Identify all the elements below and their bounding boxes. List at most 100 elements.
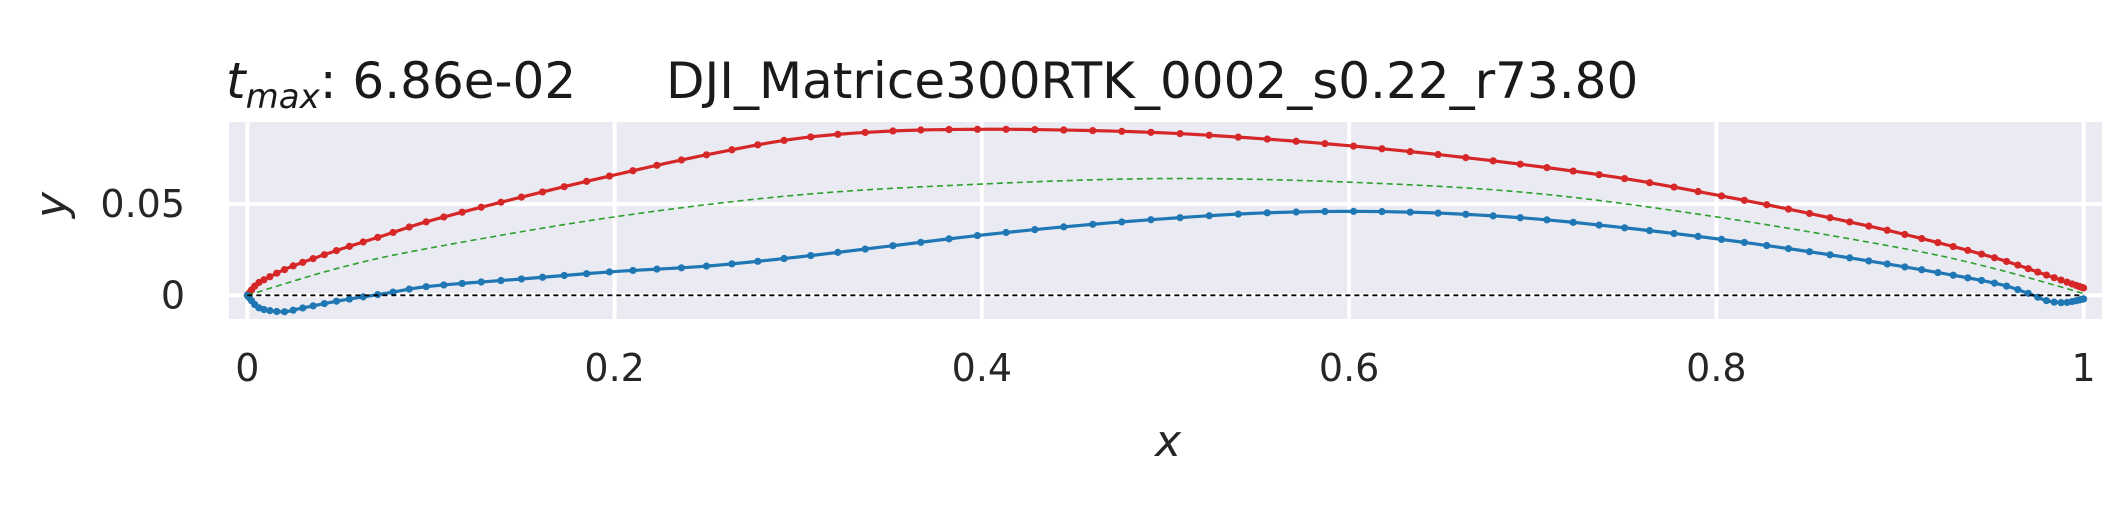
lower-point-50 xyxy=(1176,214,1184,222)
lower-point-29 xyxy=(605,268,614,276)
upper-point-26 xyxy=(538,188,547,196)
lower-point-46 xyxy=(1060,223,1068,231)
lower-point-26 xyxy=(538,273,547,281)
lower-point-79 xyxy=(1901,263,1909,271)
lower-point-49 xyxy=(1147,216,1155,224)
upper-point-14 xyxy=(332,246,341,255)
lower-point-23 xyxy=(477,278,485,286)
upper-point-81 xyxy=(1934,239,1942,247)
lower-point-78 xyxy=(1883,260,1891,268)
lower-point-55 xyxy=(1321,207,1329,216)
lower-point-14 xyxy=(332,297,341,305)
upper-point-49 xyxy=(1147,128,1155,136)
lower-point-66 xyxy=(1620,224,1629,232)
upper-point-71 xyxy=(1740,196,1749,204)
upper-point-66 xyxy=(1620,174,1629,183)
upper-point-10 xyxy=(289,262,297,270)
upper-point-37 xyxy=(807,133,815,141)
upper-point-65 xyxy=(1595,171,1603,179)
upper-point-9 xyxy=(280,265,289,274)
lower-point-39 xyxy=(861,245,869,253)
upper-point-64 xyxy=(1569,167,1577,175)
upper-point-88 xyxy=(2024,265,2032,273)
upper-point-24 xyxy=(497,198,505,206)
upper-point-23 xyxy=(477,203,485,211)
lower-point-24 xyxy=(497,276,505,285)
upper-point-58 xyxy=(1406,147,1414,156)
title-name: DJI_Matrice300RTK_0002_s0.22_r73.80 xyxy=(666,52,1638,110)
upper-point-13 xyxy=(320,251,328,259)
lower-point-72 xyxy=(1763,241,1771,250)
lower-point-91 xyxy=(2050,298,2058,306)
upper-point-21 xyxy=(440,213,448,221)
upper-point-63 xyxy=(1543,164,1551,172)
upper-point-17 xyxy=(374,233,382,242)
upper-point-38 xyxy=(834,130,842,138)
lower-point-48 xyxy=(1118,218,1126,226)
upper-point-92 xyxy=(2057,276,2065,284)
lower-point-20 xyxy=(422,283,430,291)
lower-point-9 xyxy=(280,308,289,316)
lower-point-52 xyxy=(1234,210,1242,218)
upper-point-50 xyxy=(1176,130,1184,138)
upper-point-72 xyxy=(1763,201,1771,209)
upper-point-80 xyxy=(1918,234,1926,243)
y-tick-label-1: 0.05 xyxy=(100,182,185,226)
y-axis-label: y xyxy=(26,191,77,220)
lower-point-44 xyxy=(1002,228,1010,237)
lower-markers xyxy=(243,207,2088,316)
lower-point-58 xyxy=(1406,208,1414,216)
upper-point-84 xyxy=(1977,250,1986,258)
lower-point-60 xyxy=(1462,210,1470,218)
upper-point-86 xyxy=(2003,257,2011,266)
lower-point-53 xyxy=(1263,209,1271,217)
upper-point-15 xyxy=(345,242,354,250)
lower-point-85 xyxy=(1990,279,1999,287)
lower-point-70 xyxy=(1717,235,1726,244)
lower-point-71 xyxy=(1740,238,1749,247)
lower-point-43 xyxy=(973,231,982,240)
lower-point-51 xyxy=(1205,212,1213,220)
upper-point-27 xyxy=(560,183,568,191)
lower-point-10 xyxy=(289,306,297,314)
upper-point-7 xyxy=(266,273,274,281)
lower-point-35 xyxy=(754,257,762,265)
lower-point-63 xyxy=(1543,216,1551,224)
upper-point-78 xyxy=(1883,226,1891,234)
upper-point-12 xyxy=(309,255,317,263)
upper-point-68 xyxy=(1670,183,1678,191)
lower-point-40 xyxy=(889,242,897,250)
upper-point-20 xyxy=(422,218,430,226)
upper-point-90 xyxy=(2042,271,2051,279)
lower-point-30 xyxy=(629,266,637,275)
upper-point-43 xyxy=(973,125,982,133)
plot-background xyxy=(229,122,2102,319)
upper-point-57 xyxy=(1378,145,1386,153)
lower-point-41 xyxy=(917,238,925,246)
lower-point-7 xyxy=(266,307,274,315)
lower-point-33 xyxy=(702,262,711,270)
plot-area xyxy=(229,122,2102,319)
upper-point-59 xyxy=(1434,150,1442,159)
lower-point-22 xyxy=(458,279,466,288)
lower-point-82 xyxy=(1949,271,1957,279)
lower-point-75 xyxy=(1826,251,1834,259)
lower-point-83 xyxy=(1964,274,1972,282)
upper-point-35 xyxy=(754,141,762,149)
upper-point-55 xyxy=(1321,140,1329,148)
lower-point-84 xyxy=(1977,276,1986,285)
lower-point-16 xyxy=(359,293,367,301)
upper-point-74 xyxy=(1805,209,1814,218)
lower-point-34 xyxy=(728,260,736,268)
lower-point-25 xyxy=(517,275,526,283)
upper-point-42 xyxy=(945,125,953,134)
lower-point-57 xyxy=(1378,208,1386,216)
lower-point-86 xyxy=(2003,282,2011,290)
lower-point-77 xyxy=(1865,257,1873,265)
upper-point-77 xyxy=(1865,222,1873,230)
upper-point-44 xyxy=(1002,125,1010,133)
upper-point-62 xyxy=(1516,160,1524,168)
upper-point-32 xyxy=(677,156,686,164)
lower-point-47 xyxy=(1089,220,1097,228)
x-axis-label: x xyxy=(1153,416,1182,467)
